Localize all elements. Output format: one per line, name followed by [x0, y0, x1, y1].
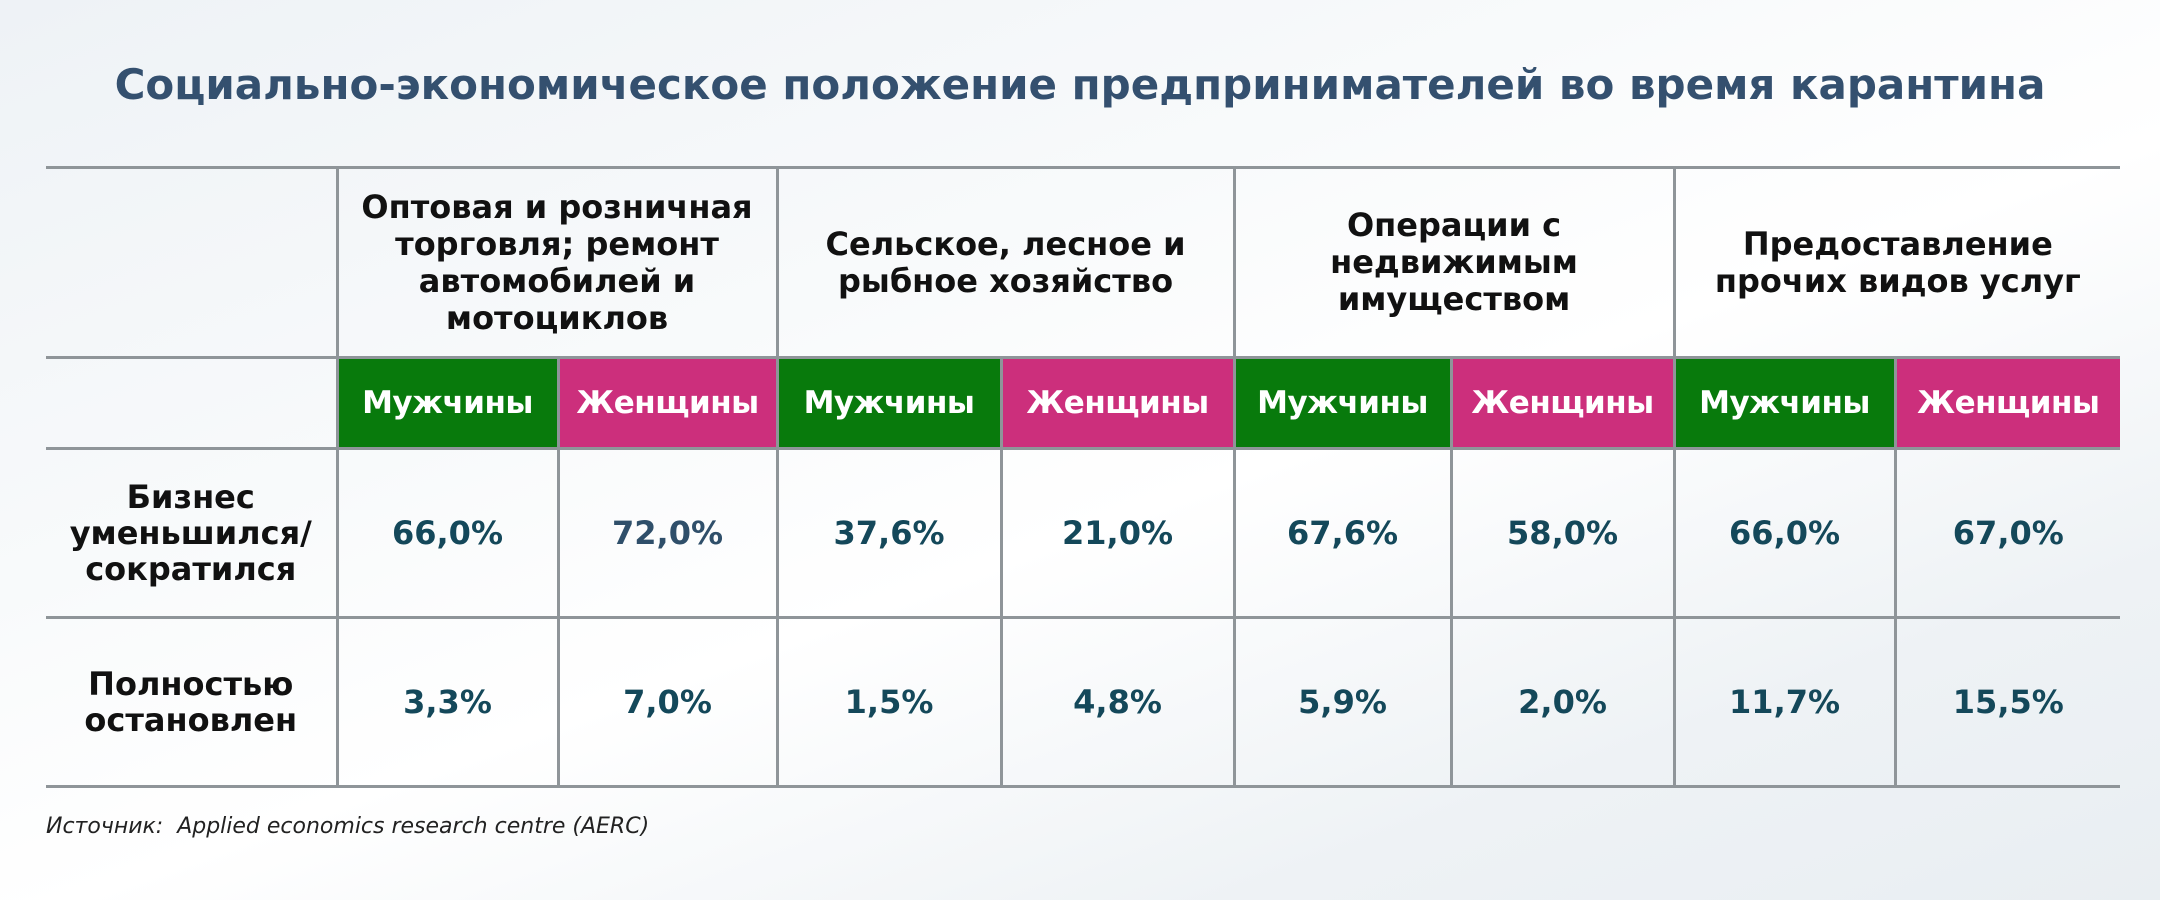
- gender-header-female: Женщины: [556, 356, 779, 450]
- value-cell: 5,9%: [1232, 616, 1453, 788]
- value-cell: 58,0%: [1449, 447, 1676, 619]
- gender-header-female: Женщины: [1893, 356, 2121, 450]
- data-table: Оптовая и розничная торговля; ремонт авт…: [46, 166, 2121, 788]
- value-cell: 1,5%: [775, 616, 1003, 788]
- value-cell: 11,7%: [1672, 616, 1897, 788]
- gender-header-row: Мужчины Женщины Мужчины Женщины Мужчины …: [46, 356, 2121, 450]
- category-header-trade: Оптовая и розничная торговля; ремонт авт…: [335, 166, 779, 359]
- category-header-real-estate: Операции с недвижимым имуществом: [1232, 166, 1676, 359]
- gender-header-male: Мужчины: [335, 356, 560, 450]
- value-cell: 2,0%: [1449, 616, 1676, 788]
- value-cell: 3,3%: [335, 616, 560, 788]
- value-cell: 37,6%: [775, 447, 1003, 619]
- value-cell: 72,0%: [556, 447, 779, 619]
- row-label: Бизнес уменьшился/ сократился: [46, 447, 339, 619]
- gender-header-female: Женщины: [999, 356, 1236, 450]
- gender-header-male: Мужчины: [1672, 356, 1897, 450]
- value-cell: 21,0%: [999, 447, 1236, 619]
- value-cell: 66,0%: [335, 447, 560, 619]
- table-row: Полностью остановлен 3,3% 7,0% 1,5% 4,8%…: [46, 616, 2121, 788]
- category-header-agriculture: Сельское, лесное и рыбное хозяйство: [775, 166, 1236, 359]
- value-cell: 67,0%: [1893, 447, 2121, 619]
- value-cell: 4,8%: [999, 616, 1236, 788]
- value-cell: 67,6%: [1232, 447, 1453, 619]
- table-row: Бизнес уменьшился/ сократился 66,0% 72,0…: [46, 447, 2121, 619]
- gender-header-male: Мужчины: [1232, 356, 1453, 450]
- source-note: Источник: Applied economics research cen…: [46, 814, 650, 839]
- value-cell: 7,0%: [556, 616, 779, 788]
- corner-cell: [46, 166, 339, 359]
- corner-cell-gender: [46, 356, 339, 450]
- category-header-other-services: Предоставление прочих видов услуг: [1672, 166, 2121, 359]
- gender-header-male: Мужчины: [775, 356, 1003, 450]
- page-title: Социально-экономическое положение предпр…: [114, 60, 2046, 109]
- category-header-row: Оптовая и розничная торговля; ремонт авт…: [46, 166, 2121, 359]
- value-cell: 66,0%: [1672, 447, 1897, 619]
- value-cell: 15,5%: [1893, 616, 2121, 788]
- gender-header-female: Женщины: [1449, 356, 1676, 450]
- row-label: Полностью остановлен: [46, 616, 339, 788]
